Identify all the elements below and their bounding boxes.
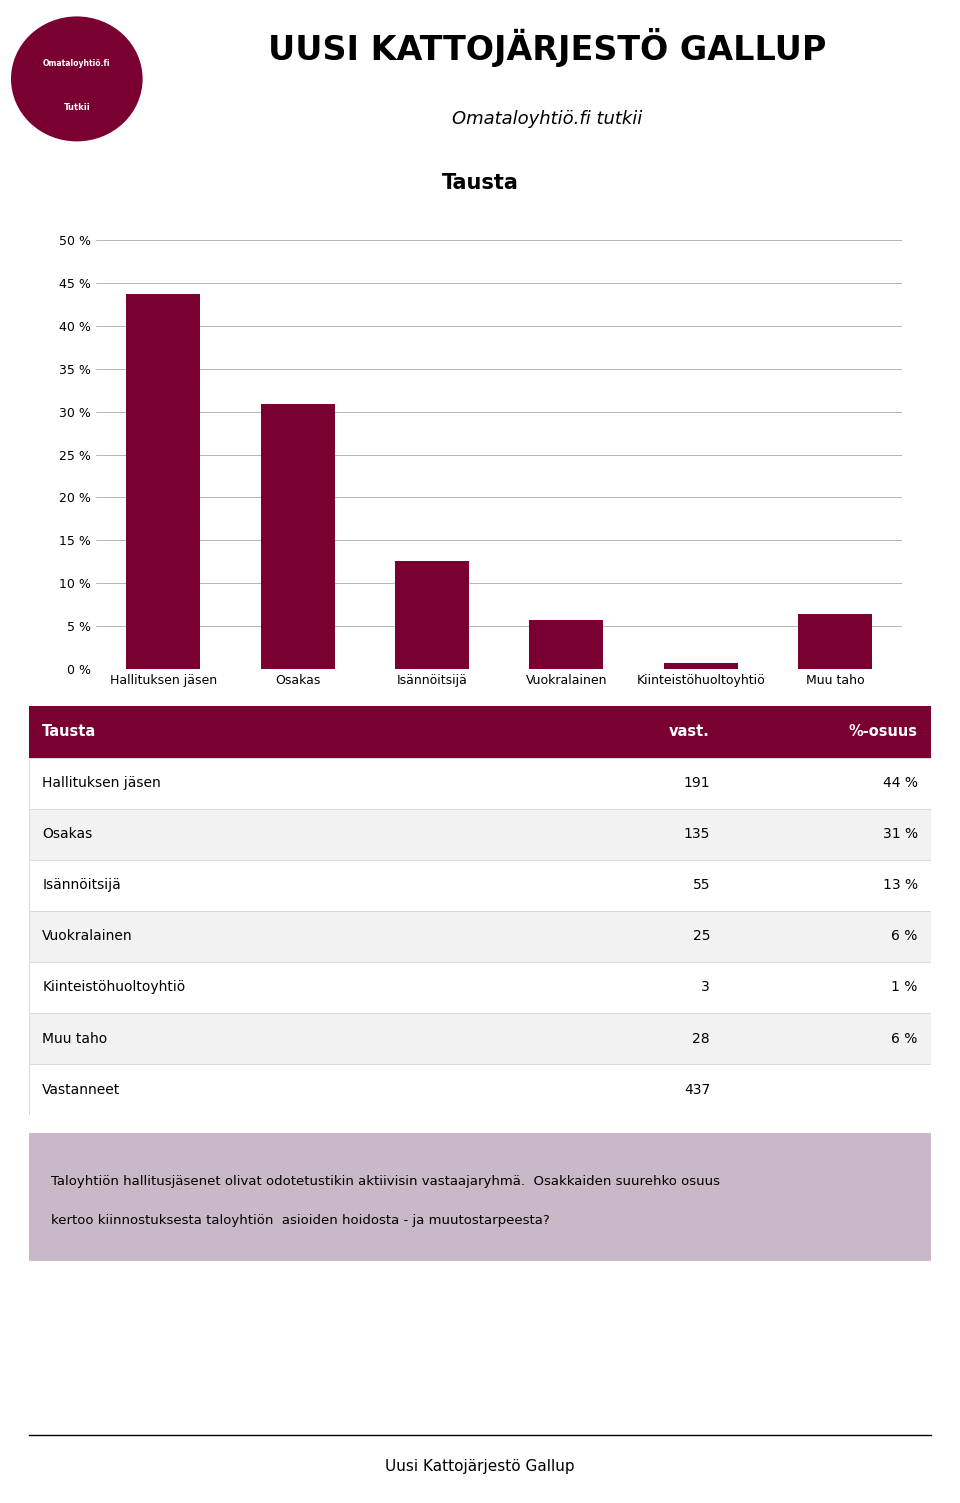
Text: kertoo kiinnostuksesta taloyhtiön  asioiden hoidosta - ja muutostarpeesta?: kertoo kiinnostuksesta taloyhtiön asioid… [52, 1213, 550, 1226]
Bar [260, 404, 334, 669]
Text: Osakas: Osakas [42, 827, 92, 842]
Text: Vastanneet: Vastanneet [42, 1082, 121, 1097]
Text: Omataloyhtiö.fi tutkii: Omataloyhtiö.fi tutkii [452, 110, 642, 128]
Text: Omataloyhtiö.fi: Omataloyhtiö.fi [43, 59, 110, 68]
Bar [798, 615, 872, 669]
Text: 31 %: 31 % [882, 827, 918, 842]
Text: Uusi Kattojärjestö Gallup: Uusi Kattojärjestö Gallup [385, 1459, 575, 1474]
Text: 6 %: 6 % [891, 929, 918, 944]
Text: Isännöitsijä: Isännöitsijä [42, 878, 121, 893]
Text: UUSI KATTOJÄRJESTÖ GALLUP: UUSI KATTOJÄRJESTÖ GALLUP [268, 29, 827, 68]
Text: Muu taho: Muu taho [42, 1031, 108, 1046]
Text: 3: 3 [702, 980, 710, 995]
Bar [396, 561, 468, 669]
Text: Vuokralainen: Vuokralainen [42, 929, 133, 944]
Bar [663, 663, 737, 669]
Text: 191: 191 [684, 776, 710, 791]
Text: 25: 25 [692, 929, 710, 944]
Text: 13 %: 13 % [882, 878, 918, 893]
Text: Taloyhtiön hallitusjäsenet olivat odotetustikin aktiivisin vastaajaryhmä.  Osakk: Taloyhtiön hallitusjäsenet olivat odotet… [52, 1175, 720, 1189]
Text: Tausta: Tausta [442, 173, 518, 192]
Bar [127, 293, 200, 669]
Text: Hallituksen jäsen: Hallituksen jäsen [42, 776, 161, 791]
Text: 6 %: 6 % [891, 1031, 918, 1046]
Text: Tausta: Tausta [42, 724, 97, 739]
Text: vast.: vast. [669, 724, 710, 739]
Text: 135: 135 [684, 827, 710, 842]
Text: Kiinteistöhuoltoyhtiö: Kiinteistöhuoltoyhtiö [42, 980, 185, 995]
Ellipse shape [10, 15, 144, 143]
Text: 44 %: 44 % [882, 776, 918, 791]
Text: Tutkii: Tutkii [63, 102, 90, 111]
Text: 28: 28 [692, 1031, 710, 1046]
Text: 437: 437 [684, 1082, 710, 1097]
Text: 1 %: 1 % [891, 980, 918, 995]
Bar [529, 621, 604, 669]
Text: %-osuus: %-osuus [849, 724, 918, 739]
Text: 55: 55 [692, 878, 710, 893]
